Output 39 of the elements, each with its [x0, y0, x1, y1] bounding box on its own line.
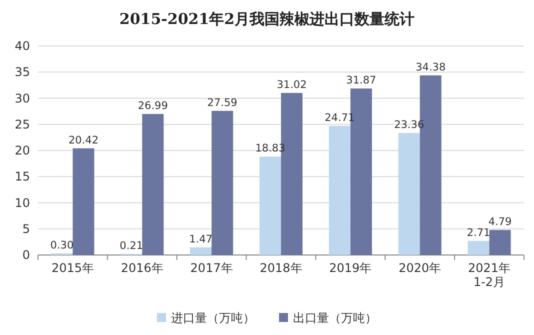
data-label: 0.21 — [120, 240, 144, 252]
bar — [328, 126, 350, 255]
data-label: 27.59 — [207, 96, 238, 109]
x-tick-label: 2015年 — [51, 261, 94, 275]
x-tick-label: 2017年 — [190, 261, 233, 275]
data-label: 31.87 — [346, 74, 376, 86]
chart-title: 2015-2021年2月我国辣椒进出口数量统计 — [119, 10, 415, 28]
x-tick-label: 2021年1-2月 — [468, 261, 511, 289]
data-label: 26.99 — [138, 100, 168, 112]
bar — [489, 230, 511, 255]
legend-label: 出口量（万吨） — [293, 311, 377, 325]
data-label: 4.79 — [488, 216, 512, 228]
x-tick-label: 2020年 — [398, 261, 442, 275]
y-tick-label: 40 — [14, 39, 30, 53]
data-label: 34.38 — [416, 61, 446, 74]
y-tick-label: 20 — [14, 144, 30, 158]
y-tick-label: 10 — [14, 196, 30, 210]
data-label: 2.71 — [466, 226, 490, 239]
x-tick-label: 2019年 — [329, 261, 372, 275]
data-label: 1.47 — [189, 233, 213, 246]
bar — [190, 247, 212, 255]
bar — [398, 132, 420, 255]
data-label: 31.02 — [276, 78, 307, 91]
bar — [212, 110, 234, 255]
data-label: 0.30 — [50, 239, 74, 252]
bar — [72, 148, 94, 255]
bar — [142, 114, 164, 255]
y-tick-label: 35 — [14, 65, 30, 80]
y-tick-label: 0 — [22, 248, 30, 262]
bar — [468, 240, 490, 255]
y-tick-label: 15 — [14, 170, 30, 184]
data-label: 20.42 — [68, 134, 99, 146]
y-tick-label: 30 — [14, 91, 30, 106]
legend-label: 进口量（万吨） — [171, 311, 255, 325]
x-tick-label: 2016年 — [120, 261, 164, 275]
y-tick-label: 5 — [22, 222, 30, 236]
bar — [259, 156, 281, 255]
y-tick-label: 25 — [14, 117, 30, 132]
x-tick-label: 2018年 — [260, 261, 302, 275]
